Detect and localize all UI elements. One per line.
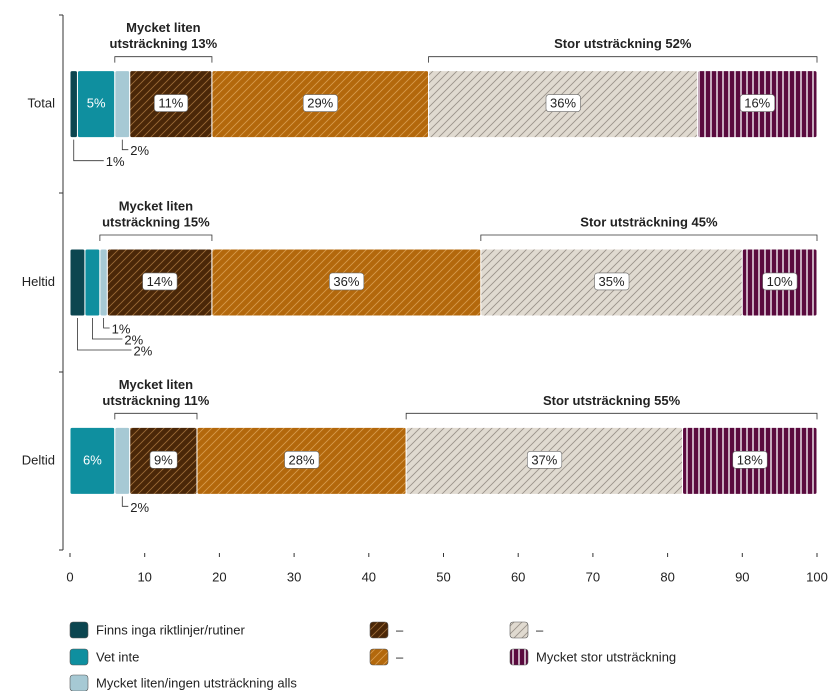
value-label: 28% xyxy=(289,452,315,467)
legend-label: – xyxy=(396,649,404,664)
bracket-label: Stor utsträckning 55% xyxy=(543,393,681,408)
legend-label: – xyxy=(536,622,544,637)
value-label: 1% xyxy=(106,154,125,169)
value-label-box xyxy=(284,450,320,469)
bar-segment xyxy=(69,248,86,317)
bracket xyxy=(114,56,213,63)
x-tick-label: 0 xyxy=(66,569,73,584)
value-label: 11% xyxy=(158,96,183,111)
legend-swatch xyxy=(509,648,529,666)
legend-swatch xyxy=(369,621,389,639)
value-label: 2% xyxy=(124,332,143,347)
legend-label: Mycket stor utsträckning xyxy=(536,649,676,664)
bracket-label: Mycket liten xyxy=(119,198,193,213)
bar-segment xyxy=(99,248,108,317)
x-tick-label: 70 xyxy=(586,569,600,584)
value-label: 36% xyxy=(550,96,576,111)
x-tick-label: 100 xyxy=(806,569,828,584)
bar-segment xyxy=(69,70,78,139)
x-tick-label: 20 xyxy=(212,569,226,584)
x-tick-label: 10 xyxy=(137,569,151,584)
value-label: 2% xyxy=(130,500,149,515)
value-label-box xyxy=(329,272,365,291)
legend-swatch xyxy=(509,621,529,639)
legend-label: Finns inga riktlinjer/rutiner xyxy=(96,622,246,637)
value-label: 1% xyxy=(112,321,131,336)
value-label-box xyxy=(142,272,178,291)
leader-line xyxy=(73,139,104,162)
x-tick-label: 90 xyxy=(735,569,749,584)
legend-label: – xyxy=(396,622,404,637)
legend-label: Mycket liten/ingen utsträckning alls xyxy=(96,675,297,690)
bracket xyxy=(480,234,818,241)
category-label: Deltid xyxy=(22,452,55,467)
x-tick-label: 60 xyxy=(511,569,525,584)
bracket-label: Mycket liten xyxy=(119,377,193,392)
x-tick-label: 30 xyxy=(287,569,301,584)
legend-swatch xyxy=(69,674,89,691)
bracket xyxy=(405,412,818,420)
value-label-box xyxy=(154,94,189,112)
value-label-box xyxy=(732,450,768,469)
value-label-box xyxy=(594,272,630,291)
value-label: 29% xyxy=(307,96,333,111)
value-label: 10% xyxy=(767,274,793,289)
bracket xyxy=(428,56,818,63)
x-tick-label: 40 xyxy=(362,569,376,584)
leader-line xyxy=(103,318,110,329)
leader-line xyxy=(121,139,129,151)
value-label-box xyxy=(762,272,798,291)
leader-line xyxy=(77,318,132,351)
legend-swatch xyxy=(69,648,89,666)
bracket-label: utsträckning 15% xyxy=(102,214,210,229)
value-label: 9% xyxy=(154,452,173,467)
value-label-box xyxy=(739,94,775,112)
value-label-box xyxy=(527,450,563,469)
bracket xyxy=(114,412,198,420)
bar-segment xyxy=(114,426,131,495)
bracket-label: Stor utsträckning 52% xyxy=(554,36,692,51)
x-tick-label: 80 xyxy=(660,569,674,584)
bracket-label: utsträckning 11% xyxy=(102,393,209,408)
value-label-box xyxy=(545,94,581,112)
category-label: Heltid xyxy=(22,274,55,289)
legend-label: Vet inte xyxy=(96,649,139,664)
leader-line xyxy=(121,496,129,507)
category-label: Total xyxy=(28,96,56,111)
value-label: 37% xyxy=(531,452,557,467)
x-tick-label: 50 xyxy=(436,569,450,584)
legend-swatch xyxy=(369,648,389,666)
bracket-label: utsträckning 13% xyxy=(110,36,218,51)
bar-segment xyxy=(84,248,101,317)
value-label: 2% xyxy=(133,343,152,358)
leader-line xyxy=(92,318,123,340)
value-label: 14% xyxy=(147,274,173,289)
value-label: 18% xyxy=(737,452,763,467)
value-label: 2% xyxy=(130,143,149,158)
value-label: 6% xyxy=(83,452,102,467)
value-label-box xyxy=(149,450,178,469)
bracket-label: Stor utsträckning 45% xyxy=(580,214,718,229)
bracket-label: Mycket liten xyxy=(126,20,200,35)
value-label: 36% xyxy=(333,274,359,289)
legend-swatch xyxy=(69,621,89,639)
value-label: 35% xyxy=(599,274,625,289)
value-label-box xyxy=(302,94,338,112)
value-label: 16% xyxy=(744,96,770,111)
bracket xyxy=(99,234,213,241)
bar-segment xyxy=(114,70,131,139)
value-label: 5% xyxy=(87,96,106,111)
